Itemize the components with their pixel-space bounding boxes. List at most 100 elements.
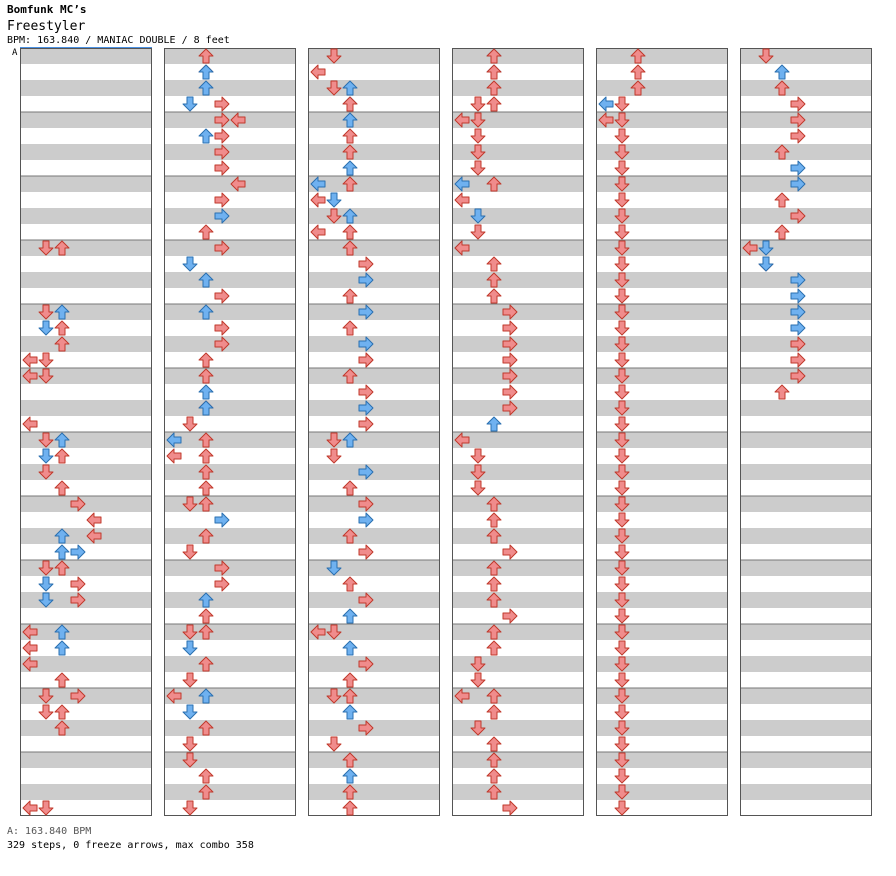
step-arrow-l1: [310, 624, 326, 640]
beat-stripe: [164, 368, 296, 384]
step-arrow-u1: [486, 704, 502, 720]
step-arrow-r1: [790, 272, 806, 288]
chart-panel: [596, 48, 728, 816]
beat-stripe: [596, 720, 728, 736]
beat-stripe: [596, 752, 728, 768]
step-arrow-u1: [54, 720, 70, 736]
bpm-marker: A: [12, 48, 18, 58]
step-arrow-d1: [614, 736, 630, 752]
step-arrow-u1: [342, 608, 358, 624]
step-arrow-r1: [502, 800, 518, 816]
step-arrow-r1: [358, 592, 374, 608]
step-arrow-r1: [502, 352, 518, 368]
step-arrow-u1: [198, 432, 214, 448]
step-arrow-r1: [214, 192, 230, 208]
step-arrow-u1: [342, 672, 358, 688]
beat-stripe: [452, 48, 584, 64]
step-arrow-r1: [502, 608, 518, 624]
step-arrow-d1: [38, 240, 54, 256]
step-arrow-d1: [470, 672, 486, 688]
step-arrow-d1: [326, 48, 342, 64]
step-arrow-d1: [326, 624, 342, 640]
step-arrow-d1: [182, 416, 198, 432]
step-arrow-d1: [470, 656, 486, 672]
step-arrow-u1: [486, 272, 502, 288]
chart-panel: [164, 48, 296, 816]
step-arrow-u1: [342, 224, 358, 240]
beat-stripe: [308, 688, 440, 704]
beat-stripe: [20, 496, 152, 512]
step-arrow-d1: [326, 736, 342, 752]
beat-stripe: [740, 560, 872, 576]
step-arrow-l1: [166, 448, 182, 464]
step-arrow-d1: [614, 288, 630, 304]
beat-stripe: [20, 752, 152, 768]
step-arrow-u1: [774, 384, 790, 400]
step-arrow-d1: [470, 480, 486, 496]
step-arrow-r1: [358, 336, 374, 352]
beat-stripe: [164, 400, 296, 416]
step-arrow-d1: [470, 448, 486, 464]
step-arrow-d1: [614, 272, 630, 288]
beat-stripe: [20, 688, 152, 704]
beat-stripe: [452, 592, 584, 608]
beat-stripe: [308, 624, 440, 640]
beat-stripe: [308, 112, 440, 128]
step-arrow-u1: [342, 176, 358, 192]
step-arrow-u1: [342, 320, 358, 336]
chart-panel: [308, 48, 440, 816]
step-arrow-r1: [502, 368, 518, 384]
beat-stripe: [308, 432, 440, 448]
beat-stripe: [164, 592, 296, 608]
step-arrow-d1: [38, 704, 54, 720]
beat-stripe: [596, 464, 728, 480]
beat-stripe: [164, 624, 296, 640]
step-arrow-u1: [342, 432, 358, 448]
beat-stripe: [596, 240, 728, 256]
step-arrow-d1: [614, 752, 630, 768]
step-arrow-d1: [614, 656, 630, 672]
step-arrow-d1: [326, 448, 342, 464]
step-arrow-u1: [342, 784, 358, 800]
step-arrow-d1: [614, 432, 630, 448]
step-arrow-l1: [166, 432, 182, 448]
beat-stripe: [20, 656, 152, 672]
step-arrow-u1: [54, 672, 70, 688]
step-arrow-u1: [342, 144, 358, 160]
step-arrow-r1: [214, 320, 230, 336]
chart-panel: [740, 48, 872, 816]
beat-stripe: [452, 688, 584, 704]
beat-stripe: [308, 528, 440, 544]
step-arrow-r1: [214, 208, 230, 224]
step-arrow-d1: [326, 688, 342, 704]
step-arrow-u1: [54, 544, 70, 560]
beat-stripe: [20, 176, 152, 192]
step-arrow-r1: [214, 336, 230, 352]
beat-stripe: [164, 528, 296, 544]
beat-stripe: [164, 688, 296, 704]
beat-stripe: [452, 464, 584, 480]
step-arrow-u1: [54, 704, 70, 720]
step-arrow-r1: [502, 544, 518, 560]
beat-stripe: [20, 560, 152, 576]
step-arrow-r1: [358, 384, 374, 400]
step-arrow-u1: [198, 688, 214, 704]
step-arrow-u1: [54, 560, 70, 576]
beat-stripe: [308, 400, 440, 416]
beat-stripe: [164, 560, 296, 576]
step-arrow-r1: [358, 256, 374, 272]
beat-stripe: [452, 368, 584, 384]
step-arrow-d1: [614, 352, 630, 368]
step-arrow-u1: [774, 80, 790, 96]
step-arrow-u1: [198, 496, 214, 512]
step-arrow-d1: [182, 800, 198, 816]
step-arrow-d1: [182, 624, 198, 640]
beat-stripe: [308, 336, 440, 352]
step-arrow-u1: [774, 224, 790, 240]
beat-stripe: [596, 560, 728, 576]
step-arrow-u1: [342, 160, 358, 176]
step-arrow-l1: [598, 96, 614, 112]
step-arrow-d1: [614, 256, 630, 272]
beat-stripe: [308, 464, 440, 480]
